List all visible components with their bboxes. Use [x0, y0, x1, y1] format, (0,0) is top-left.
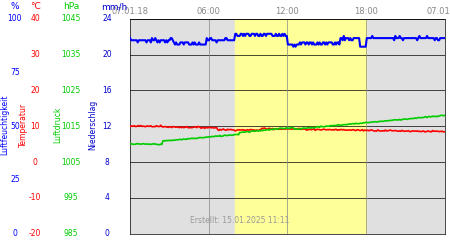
Text: Luftdruck: Luftdruck — [53, 107, 62, 143]
Text: 8: 8 — [105, 158, 109, 166]
Text: 50: 50 — [10, 122, 20, 131]
Text: 985: 985 — [64, 229, 78, 238]
Text: 06:00: 06:00 — [197, 7, 220, 16]
Text: Niederschlag: Niederschlag — [88, 100, 97, 150]
Text: 1025: 1025 — [62, 86, 81, 95]
Text: 16: 16 — [102, 86, 112, 95]
Text: °C: °C — [30, 2, 40, 11]
Text: -20: -20 — [29, 229, 41, 238]
Text: 20: 20 — [30, 86, 40, 95]
Text: hPa: hPa — [63, 2, 79, 11]
Text: 12:00: 12:00 — [275, 7, 299, 16]
Text: 1035: 1035 — [61, 50, 81, 59]
Text: 1045: 1045 — [61, 14, 81, 23]
Text: 1005: 1005 — [61, 158, 81, 166]
Text: 12: 12 — [102, 122, 112, 131]
Text: Erstellt: 15.01.2025 11:11: Erstellt: 15.01.2025 11:11 — [190, 216, 290, 225]
Text: 0: 0 — [105, 229, 109, 238]
Bar — [235, 19, 366, 234]
Text: 30: 30 — [30, 50, 40, 59]
Text: -10: -10 — [29, 194, 41, 202]
Text: 07.01.18: 07.01.18 — [112, 7, 148, 16]
Text: %: % — [10, 2, 19, 11]
Text: 0: 0 — [13, 229, 17, 238]
Text: 40: 40 — [30, 14, 40, 23]
Text: 07.01.18: 07.01.18 — [426, 7, 450, 16]
Text: 20: 20 — [102, 50, 112, 59]
Text: 4: 4 — [105, 194, 109, 202]
Text: Temperatur: Temperatur — [19, 103, 28, 147]
Text: 24: 24 — [102, 14, 112, 23]
Text: mm/h: mm/h — [102, 2, 128, 11]
Text: 25: 25 — [10, 176, 20, 184]
Text: 75: 75 — [10, 68, 20, 77]
Text: 18:00: 18:00 — [354, 7, 378, 16]
Text: 0: 0 — [33, 158, 37, 166]
Text: 1015: 1015 — [62, 122, 81, 131]
Text: 100: 100 — [8, 14, 22, 23]
Text: Luftfeuchtigkeit: Luftfeuchtigkeit — [0, 95, 9, 155]
Text: 995: 995 — [64, 194, 78, 202]
Text: 10: 10 — [30, 122, 40, 131]
